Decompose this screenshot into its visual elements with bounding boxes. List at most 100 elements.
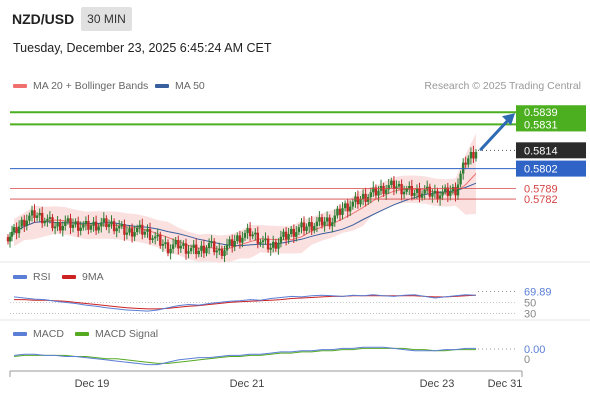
candle-body xyxy=(141,224,144,235)
candle-body xyxy=(187,251,190,254)
macd-tick-label: 0 xyxy=(524,354,530,366)
candle-body xyxy=(205,248,208,254)
candle-body xyxy=(66,218,70,222)
candle-body xyxy=(143,231,147,235)
candle-body xyxy=(310,222,313,231)
candle-body xyxy=(92,221,95,226)
candle-body xyxy=(200,245,203,251)
candle-body xyxy=(25,220,28,226)
candle-body xyxy=(79,227,82,231)
candle-body xyxy=(441,191,444,196)
candle-body xyxy=(274,241,277,249)
candle-body xyxy=(472,152,475,159)
candle-body xyxy=(264,238,267,241)
candle-body xyxy=(313,226,316,231)
timeframe-badge[interactable]: 30 MIN xyxy=(81,7,132,31)
rsi-line xyxy=(13,294,477,312)
candle-body xyxy=(171,244,175,249)
candle-body xyxy=(220,248,224,256)
candle-body xyxy=(51,217,54,229)
candle-body xyxy=(279,236,283,243)
candle-body xyxy=(474,152,478,159)
candle-body xyxy=(189,247,193,252)
candle-body xyxy=(259,242,262,244)
candle-body xyxy=(402,191,406,195)
x-tick-label: Dec 31 xyxy=(488,378,523,390)
candle-body xyxy=(318,217,321,222)
legend-macd: MACD xyxy=(13,328,64,340)
candle-body xyxy=(436,190,439,200)
x-tick-label: Dec 21 xyxy=(230,378,265,390)
candle-body xyxy=(218,248,221,251)
candle-body xyxy=(64,221,67,226)
candle-body xyxy=(233,241,236,247)
candle-body xyxy=(338,208,342,215)
macd-line xyxy=(13,346,476,366)
candle-body xyxy=(405,188,408,192)
candle-body xyxy=(238,235,242,243)
ma50-swatch xyxy=(155,84,169,88)
candle-body xyxy=(392,180,396,189)
candle-body xyxy=(174,240,177,245)
target-level-tag xyxy=(516,105,586,120)
candle-body xyxy=(207,242,211,249)
macd-swatch xyxy=(13,332,27,336)
candle-body xyxy=(284,231,288,240)
candle-body xyxy=(433,190,437,194)
candle-body xyxy=(251,234,254,237)
candle-body xyxy=(17,226,21,234)
rsi-tick-label: 69.89 xyxy=(524,287,552,299)
candle-body xyxy=(102,218,105,223)
candle-body xyxy=(295,232,298,237)
candle-body xyxy=(154,236,157,239)
candle-body xyxy=(223,250,226,256)
candle-body xyxy=(61,226,64,231)
candle-body xyxy=(202,245,206,254)
target-level-tag xyxy=(516,117,586,132)
candle-body xyxy=(112,221,116,232)
candle-body xyxy=(77,221,80,231)
candle-body xyxy=(215,250,218,253)
macd-signal-swatch xyxy=(75,332,89,336)
candle-body xyxy=(372,187,375,193)
candle-body xyxy=(369,192,372,198)
candle-body xyxy=(423,189,426,194)
candle-body xyxy=(377,190,380,196)
candle-body xyxy=(15,227,18,234)
candle-body xyxy=(192,244,195,248)
legend-rsi-label: RSI xyxy=(33,271,51,283)
candle-body xyxy=(197,250,200,255)
last-price-label: 0.5814 xyxy=(524,145,558,157)
candle-body xyxy=(105,218,108,228)
candle-body xyxy=(364,193,367,202)
candle-body xyxy=(130,228,134,237)
candle-body xyxy=(43,220,46,224)
candle-body xyxy=(328,217,331,227)
candle-body xyxy=(213,241,216,253)
candle-body xyxy=(151,238,154,240)
candle-body xyxy=(359,199,362,205)
candle-body xyxy=(148,228,152,240)
candle-body xyxy=(256,232,259,244)
candle-body xyxy=(133,232,136,237)
rsi-ma-swatch xyxy=(62,275,76,279)
candle-body xyxy=(84,221,88,225)
candle-body xyxy=(23,219,26,226)
candle-body xyxy=(418,188,421,198)
rsi-swatch xyxy=(13,275,27,279)
candle-body xyxy=(292,228,295,237)
candle-body xyxy=(356,196,360,205)
candle-body xyxy=(246,228,249,233)
candle-body xyxy=(346,203,349,212)
candle-body xyxy=(123,224,126,235)
candle-body xyxy=(446,187,449,196)
candle-body xyxy=(210,241,213,243)
candle-body xyxy=(231,239,234,247)
pivot-level-tag xyxy=(516,160,586,177)
rsi-tick-label: 50 xyxy=(524,297,536,309)
candle-body xyxy=(300,222,303,228)
candle-body xyxy=(166,242,170,254)
candle-body xyxy=(35,215,39,218)
candle-body xyxy=(400,184,403,195)
